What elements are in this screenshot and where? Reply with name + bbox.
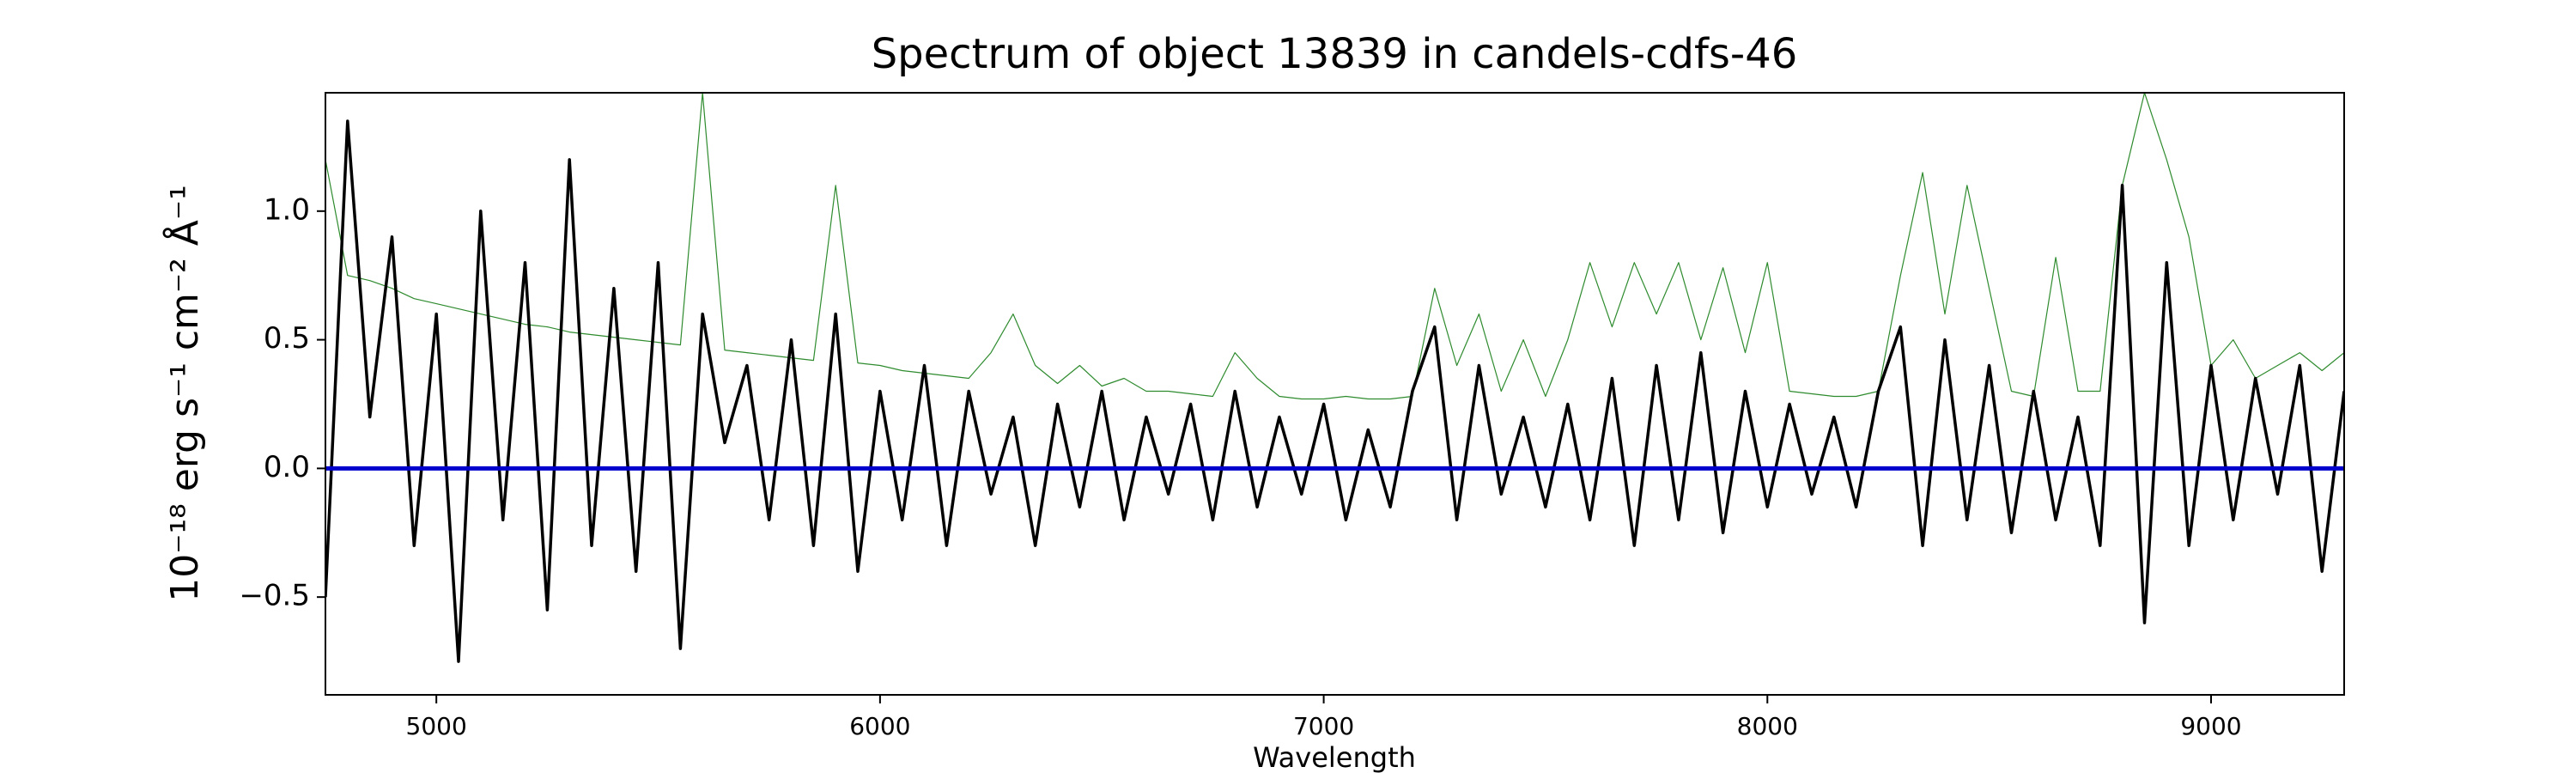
plot-frame	[325, 92, 2345, 696]
x-tick-label: 9000	[2180, 712, 2241, 740]
chart-title: Spectrum of object 13839 in candels-cdfs…	[872, 30, 1798, 78]
y-axis-label: 10⁻¹⁸ erg s⁻¹ cm⁻² Å⁻¹	[161, 185, 207, 601]
x-tick-label: 7000	[1293, 712, 1354, 740]
y-tick-label: 0.5	[264, 321, 310, 356]
spectrum-line	[325, 119, 2344, 663]
x-tick-label: 8000	[1737, 712, 1798, 740]
x-tick-label: 6000	[849, 712, 910, 740]
y-tick-label: 0.0	[264, 450, 310, 484]
y-tick-label: 1.0	[264, 192, 310, 227]
x-tick-label: 5000	[406, 712, 467, 740]
y-tick-label: −0.5	[239, 579, 310, 613]
x-axis-label: Wavelength	[1253, 741, 1416, 773]
